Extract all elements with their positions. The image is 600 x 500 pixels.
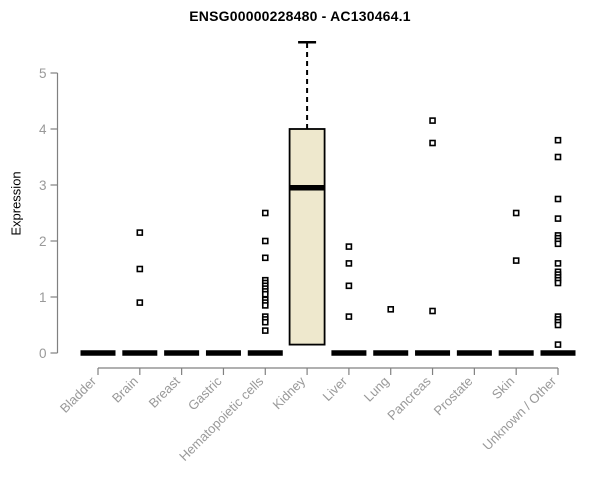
x-tick-label: Bladder <box>57 373 100 416</box>
x-tick-label: Brain <box>109 374 141 406</box>
outlier-point <box>554 341 562 348</box>
zero-median-bar <box>373 350 409 356</box>
outlier-point <box>261 302 269 309</box>
outlier-point <box>261 318 269 326</box>
outlier-point <box>554 195 562 203</box>
outlier-point <box>429 117 436 124</box>
outlier-point <box>136 229 144 236</box>
outlier-point <box>345 313 353 320</box>
x-tick-label: Breast <box>146 373 183 410</box>
zero-median-bar <box>122 350 158 356</box>
outlier-point <box>512 257 520 264</box>
y-tick-label: 1 <box>39 290 47 305</box>
outlier-point <box>554 260 562 267</box>
x-tick-label: Kidney <box>269 373 308 412</box>
zero-median-bar <box>247 350 283 356</box>
y-tick-label: 5 <box>39 66 47 81</box>
outlier-point <box>554 215 562 222</box>
x-tick-label: Gastric <box>185 373 225 413</box>
zero-median-bar <box>498 350 534 356</box>
y-tick-label: 2 <box>39 234 47 249</box>
outlier-point <box>261 237 269 245</box>
y-tick-label: 0 <box>39 346 47 361</box>
outlier-point <box>429 307 436 315</box>
chart-title: ENSG00000228480 - AC130464.1 <box>189 8 411 24</box>
outlier-point <box>512 209 520 217</box>
outlier-point <box>261 254 269 262</box>
zero-median-bar <box>540 350 576 356</box>
outlier-point <box>261 327 269 334</box>
x-tick-label: Prostate <box>431 374 476 419</box>
outlier-point <box>136 265 144 273</box>
zero-median-bar <box>205 350 241 356</box>
outlier-point <box>261 209 269 217</box>
outlier-point <box>345 243 353 250</box>
x-tick-label: Skin <box>489 374 517 402</box>
outlier-point <box>554 136 562 144</box>
x-tick-label: Liver <box>319 373 350 404</box>
outlier-point <box>345 260 353 267</box>
outlier-point <box>554 240 562 248</box>
outlier-point <box>345 282 353 290</box>
zero-median-bar <box>415 350 451 356</box>
outlier-point <box>429 139 436 147</box>
outlier-point <box>136 299 144 306</box>
box <box>288 128 326 346</box>
x-tick-label: Lung <box>361 374 392 405</box>
outlier-point <box>554 153 562 161</box>
zero-median-bar <box>456 350 492 356</box>
outlier-point <box>387 306 395 313</box>
y-tick-label: 3 <box>39 178 47 193</box>
x-tick-label: Pancreas <box>384 373 434 423</box>
x-tick-label: Unknown / Other <box>480 373 560 453</box>
zero-median-bar <box>80 350 116 356</box>
outlier-point <box>554 321 562 329</box>
outlier-point <box>261 290 269 298</box>
outlier-point <box>554 279 562 287</box>
zero-median-bar <box>331 350 367 356</box>
zero-median-bar <box>164 350 200 356</box>
y-tick-label: 4 <box>39 122 47 137</box>
